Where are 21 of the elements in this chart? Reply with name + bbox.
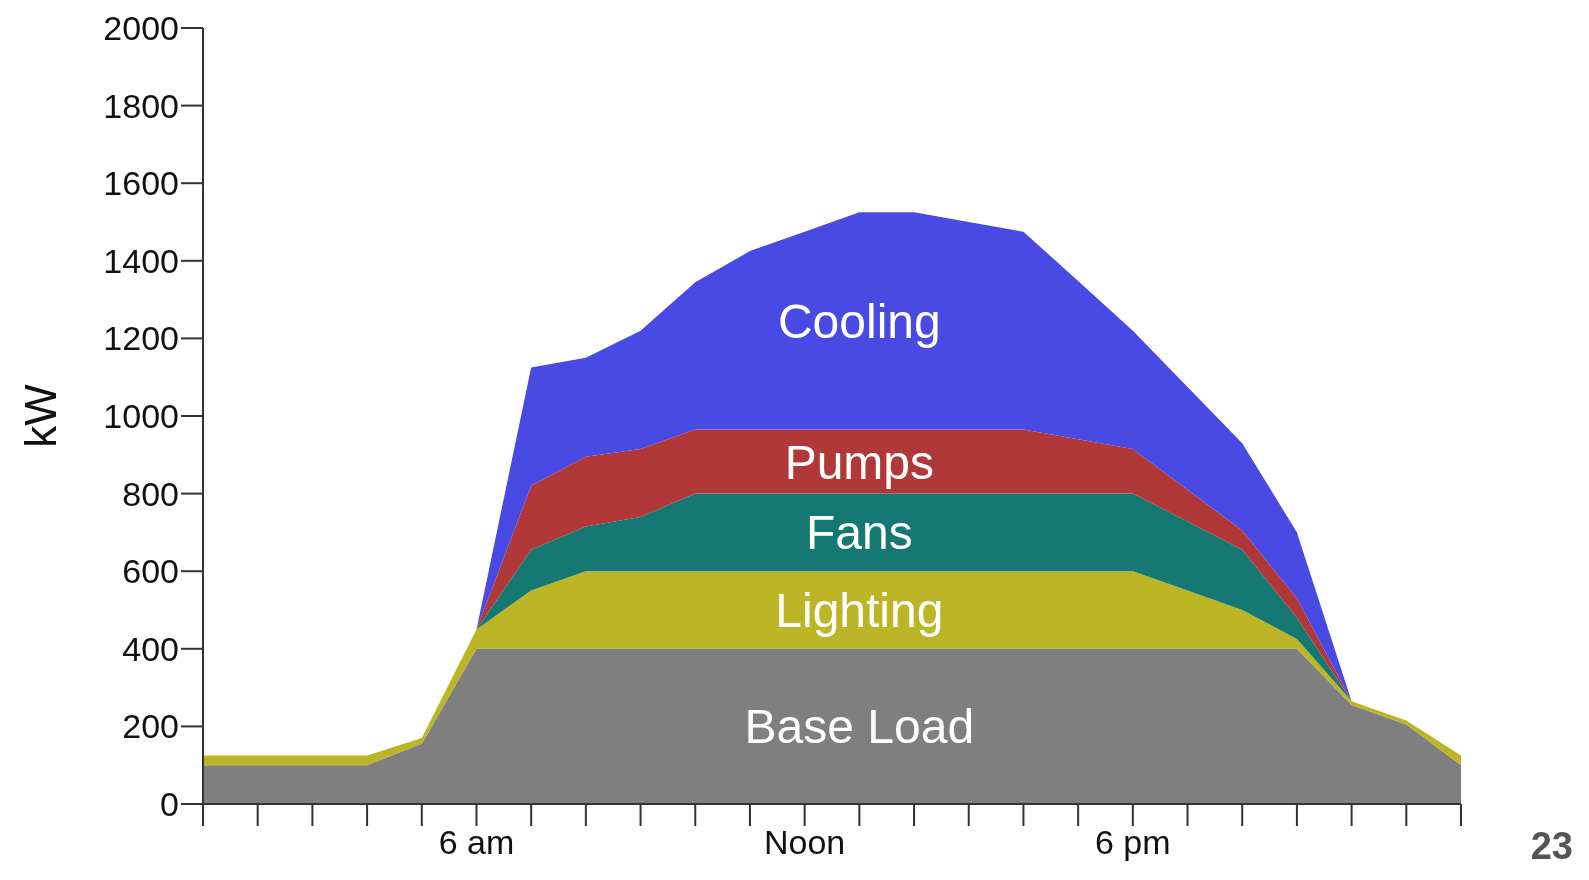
x-tick-label: Noon: [764, 823, 846, 862]
series-label: Fans: [805, 506, 913, 560]
series-label: Pumps: [784, 435, 935, 489]
y-tick-label: 200: [122, 707, 179, 746]
series-label: Lighting: [775, 584, 944, 638]
y-tick-label: 1400: [103, 241, 179, 280]
y-tick-label: 400: [122, 629, 179, 668]
y-tick-label: 0: [160, 785, 179, 824]
y-tick-label: 2000: [103, 9, 179, 48]
series-label: Cooling: [777, 294, 941, 348]
y-axis-title: kW: [15, 383, 65, 448]
text: 23: [1530, 825, 1573, 868]
x-tick-label: 6 pm: [1095, 823, 1171, 862]
y-tick-label: 1000: [103, 397, 179, 436]
series-label: Base Load: [744, 700, 975, 754]
y-tick-label: 800: [122, 474, 179, 513]
y-tick-label: 1600: [103, 164, 179, 203]
y-tick-label: 1200: [103, 319, 179, 358]
y-tick-label: 600: [122, 552, 179, 591]
y-tick-label: 1800: [103, 86, 179, 125]
x-tick-label: 6 am: [438, 823, 515, 862]
